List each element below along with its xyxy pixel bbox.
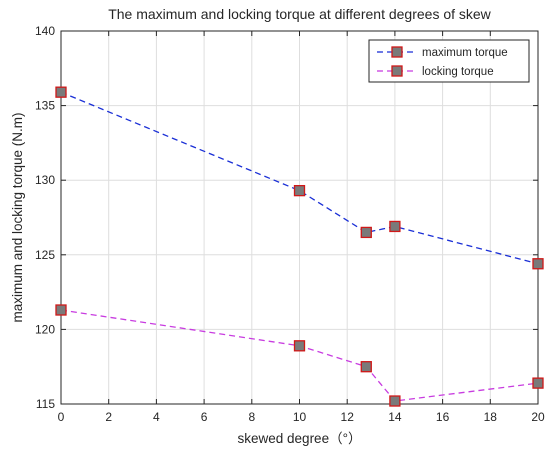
legend: maximum torque locking torque: [368, 39, 530, 83]
series-1: [55, 304, 544, 407]
x-tick-label: 4: [153, 410, 160, 424]
data-point: [532, 377, 544, 389]
x-tick-label: 10: [293, 410, 307, 424]
data-point: [55, 304, 67, 316]
x-axis-label: skewed degree（°）: [238, 431, 362, 446]
legend-item: locking torque: [377, 65, 494, 78]
data-point: [532, 258, 544, 270]
y-tick-label: 125: [35, 248, 55, 262]
data-point: [55, 86, 67, 98]
legend-item: maximum torque: [377, 46, 508, 59]
x-tick-label: 0: [58, 410, 65, 424]
series-0: [55, 86, 544, 270]
y-tick-label: 135: [35, 99, 55, 113]
series: [55, 86, 544, 407]
legend-marker: [391, 46, 403, 58]
x-tick-label: 6: [201, 410, 208, 424]
x-tick-label: 12: [341, 410, 355, 424]
data-point: [389, 220, 401, 233]
data-point: [293, 184, 306, 197]
x-tick-label: 8: [248, 410, 255, 424]
y-tick-label: 140: [35, 24, 55, 38]
legend-marker: [391, 65, 403, 77]
y-axis-label: maximum and locking torque (N.m): [10, 112, 25, 322]
x-tick-label: 16: [436, 410, 450, 424]
chart-title: The maximum and locking torque at differ…: [108, 6, 491, 22]
y-tick-label: 120: [35, 322, 55, 336]
x-tick-label: 2: [105, 410, 112, 424]
y-tick-label: 115: [36, 397, 55, 411]
x-tick-label: 20: [531, 410, 545, 424]
y-tick-label: 130: [35, 173, 55, 187]
data-point: [293, 340, 306, 352]
x-tick-label: 18: [484, 410, 498, 424]
data-point: [360, 226, 372, 239]
x-tick-label: 14: [388, 410, 402, 424]
legend-label: locking torque: [422, 66, 494, 78]
data-point: [360, 361, 372, 373]
data-point: [389, 395, 401, 407]
axis-ticks: 0 2 4 6 8 10 12 14 16 18 20 115 120 125 130 135 140: [35, 24, 545, 424]
series-line: [60, 91, 539, 265]
grid: [61, 31, 538, 404]
legend-label: maximum torque: [422, 47, 508, 59]
